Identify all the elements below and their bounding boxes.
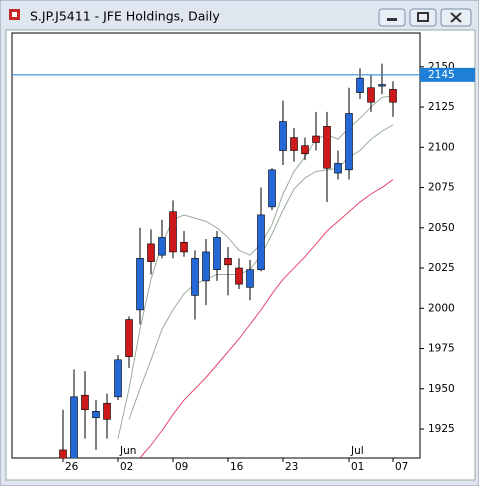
last-price-label: 2145 [428, 69, 455, 81]
candle-body [323, 126, 331, 169]
candle-body [290, 137, 298, 151]
window-buttons[interactable] [378, 8, 472, 27]
month-label: Jun [119, 445, 136, 457]
candle-body [213, 237, 221, 270]
candle-body [81, 394, 89, 411]
x-tick-label: 01 [351, 461, 364, 473]
candle-body [224, 258, 232, 266]
month-label: Jul [350, 445, 364, 457]
minimize-icon [387, 18, 397, 21]
minimize-button[interactable] [378, 8, 406, 27]
candle-body [158, 237, 166, 256]
candle-body [114, 359, 122, 398]
x-tick-label: 02 [120, 461, 133, 473]
x-tick-label: 07 [395, 461, 408, 473]
y-tick-label: 2100 [428, 141, 455, 153]
candle-body [334, 163, 342, 174]
restore-button[interactable] [409, 8, 437, 27]
window-title: S.JP.J5411 - JFE Holdings, Daily [30, 9, 220, 24]
x-tick-label: 16 [230, 461, 244, 473]
candle-body [202, 251, 210, 282]
candle-body [169, 211, 177, 253]
candle-body [92, 411, 100, 419]
candle-body [356, 77, 364, 93]
y-tick-label: 2050 [428, 222, 455, 234]
y-tick-label: 1950 [428, 383, 455, 395]
candle-body [136, 258, 144, 311]
candle-body [59, 449, 67, 458]
y-tick-label: 2125 [428, 101, 455, 113]
close-icon [450, 12, 462, 23]
candle-body [312, 135, 320, 143]
candle-body [180, 241, 188, 253]
candle-body [367, 87, 375, 103]
candle-body [147, 243, 155, 262]
plot-content [59, 63, 397, 458]
candle-body [103, 402, 111, 420]
y-tick-label: 2075 [428, 182, 455, 194]
candle-body [279, 121, 287, 151]
y-tick-label: 2000 [428, 302, 455, 314]
candle-body [125, 319, 133, 357]
candle-body [378, 84, 386, 87]
restore-icon [417, 12, 429, 22]
window-icon-mark [12, 12, 17, 17]
candle-body [257, 214, 265, 270]
candle-body [191, 258, 199, 296]
moving-average [139, 179, 394, 458]
candle-body [268, 169, 276, 208]
y-tick-label: 1975 [428, 343, 455, 355]
candle-body [70, 396, 78, 458]
candle-body [235, 267, 243, 285]
candle-body [246, 269, 254, 288]
last-price-box [420, 67, 475, 82]
x-tick-label: 26 [65, 461, 79, 473]
candle-body [301, 145, 309, 155]
y-tick-label: 2025 [428, 262, 455, 274]
candle-body [345, 113, 353, 171]
x-tick-label: 09 [175, 461, 188, 473]
candle-body [389, 89, 397, 103]
x-tick-label: 23 [285, 461, 298, 473]
y-tick-label: 1925 [428, 423, 455, 435]
